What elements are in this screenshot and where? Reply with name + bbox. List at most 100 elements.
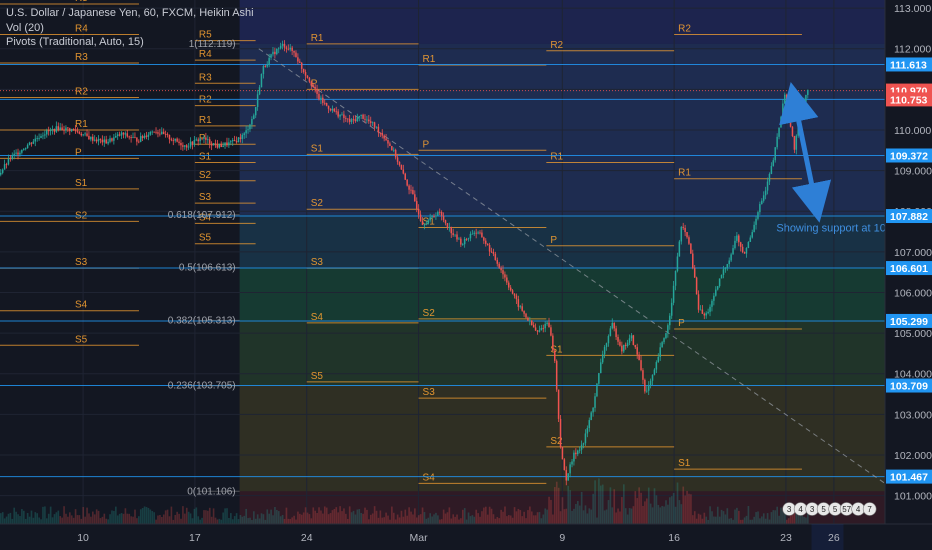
volume-bar [718, 516, 721, 524]
volume-bar [396, 514, 399, 524]
volume-bar [651, 507, 654, 524]
volume-bar [638, 487, 640, 524]
volume-bar [642, 505, 644, 524]
fib-label: 0.236(103.705) [168, 381, 236, 392]
candle-body [477, 232, 479, 234]
candle-body [661, 342, 663, 348]
volume-bar [450, 518, 453, 524]
pivot-label: R1 [75, 119, 88, 130]
price-tag-label: 107.882 [890, 211, 928, 223]
volume-bar [369, 514, 372, 524]
volume-bar [578, 505, 581, 524]
candle-body [373, 122, 376, 128]
symbol-title[interactable]: U.S. Dollar / Japanese Yen, 60, FXCM, He… [6, 7, 254, 19]
time-axis[interactable]: 10 17 24 Mar 9 16 23 26 [0, 523, 932, 550]
volume-bar [116, 515, 119, 524]
candle-body [444, 220, 447, 224]
event-markers[interactable]: 3 4 3 5 5 57 4 7 [782, 502, 877, 516]
event-marker-label: 3 [810, 505, 815, 514]
candle-body [254, 106, 257, 116]
candle-body [187, 146, 190, 148]
volume-bar [245, 508, 247, 524]
candle-body [739, 242, 742, 247]
candle-body [448, 226, 451, 228]
candle-body [621, 345, 623, 352]
candle-body [126, 133, 129, 137]
pivot-label: P [550, 235, 557, 246]
volume-bar [115, 506, 117, 524]
volume-bar [166, 509, 169, 524]
volume-bar [103, 513, 106, 524]
candle-body [592, 407, 594, 413]
volume-bar [456, 514, 458, 524]
volume-bar [753, 516, 755, 524]
volume-bar [331, 510, 334, 524]
candle-body [778, 127, 780, 137]
candle-body [356, 117, 359, 122]
volume-bar [391, 506, 393, 524]
time-axis-bg [0, 524, 932, 550]
pivots-indicator-label[interactable]: Pivots (Traditional, Auto, 15) [6, 36, 144, 48]
volume-bar [448, 507, 451, 524]
volume-bar [316, 513, 318, 524]
volume-bar [749, 519, 752, 524]
pivot-label: R4 [75, 24, 88, 35]
volume-bar [139, 509, 142, 524]
volume-bar [707, 519, 709, 524]
volume-bar [632, 506, 635, 524]
candle-body [532, 324, 535, 328]
pivot-label: P [75, 147, 82, 158]
volume-bar [24, 518, 27, 524]
volume-bar [713, 516, 715, 524]
candle-body [513, 293, 516, 296]
candle-body [346, 118, 349, 120]
volume-bar [327, 514, 330, 524]
candle-body [318, 93, 320, 100]
volume-bar [130, 516, 132, 524]
volume-bar [665, 500, 667, 524]
volume-bar [210, 516, 213, 524]
annotation: Showing support at 107.840 [776, 223, 913, 235]
price-tick-label: 102.000 [894, 450, 932, 462]
candle-body [461, 244, 464, 245]
volume-bar [310, 518, 313, 524]
candle-body [297, 57, 299, 62]
volume-bar [44, 506, 46, 524]
candle-body [251, 118, 253, 125]
volume-bar [757, 511, 759, 524]
candle-body [588, 420, 591, 429]
volume-bar [523, 511, 525, 524]
pivot-label: P [311, 78, 318, 89]
candle-body [623, 344, 625, 352]
price-tag [886, 261, 932, 276]
volume-bar [774, 510, 777, 524]
volume-bar [613, 489, 616, 524]
candle-body [659, 347, 661, 357]
candle-body [730, 254, 732, 261]
time-tick-label: 10 [77, 532, 89, 544]
candle-body [69, 128, 71, 132]
pivot-label: R1 [423, 54, 436, 65]
volume-indicator-label[interactable]: Vol (20) [6, 21, 44, 34]
volume-bar [529, 506, 531, 524]
candle-body [220, 143, 222, 148]
volume-bar [366, 509, 368, 524]
volume-bar [502, 511, 504, 524]
volume-bar [728, 518, 731, 524]
price-axis[interactable]: 113.000112.000111.000110.000109.000108.0… [884, 0, 932, 550]
price-tag-label: 106.601 [890, 263, 928, 275]
volume-bar [260, 513, 263, 524]
candle-body [734, 240, 736, 249]
candle-body [109, 138, 111, 142]
volume-bar [320, 510, 322, 524]
candle-body [168, 134, 171, 140]
volume-bar [525, 518, 527, 524]
candle-body [636, 347, 638, 355]
volume-bar [690, 494, 692, 524]
candle-body [607, 336, 610, 344]
candle-body [678, 241, 681, 257]
volume-bar [661, 505, 663, 524]
candle-body [774, 147, 776, 161]
volume-bar [164, 510, 167, 524]
